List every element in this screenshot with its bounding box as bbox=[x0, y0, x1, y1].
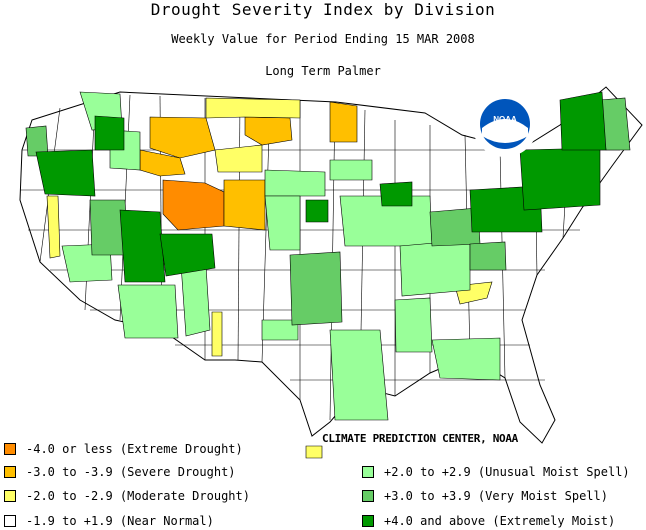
unusual-moist-divisions bbox=[61, 91, 501, 421]
map-subtitle: Weekly Value for Period Ending 15 MAR 20… bbox=[171, 32, 475, 46]
severe-drought-divisions bbox=[139, 101, 358, 231]
legend-label: -2.0 to -2.9 (Moderate Drought) bbox=[26, 489, 250, 503]
legend-label: +3.0 to +3.9 (Very Moist Spell) bbox=[384, 489, 608, 503]
legend-label: -1.9 to +1.9 (Near Normal) bbox=[26, 514, 214, 528]
extremely-moist-divisions bbox=[35, 91, 607, 283]
noaa-logo-text: NOAA bbox=[493, 115, 517, 124]
legend-label: +4.0 and above (Extremely Moist) bbox=[384, 514, 616, 528]
extreme-drought-divisions bbox=[162, 179, 225, 231]
legend-swatch bbox=[4, 466, 16, 478]
legend-label: +2.0 to +2.9 (Unusual Moist Spell) bbox=[384, 465, 630, 479]
legend-swatch bbox=[362, 515, 374, 527]
very-moist-divisions bbox=[25, 97, 631, 326]
legend-swatch bbox=[362, 466, 374, 478]
credit-text: CLIMATE PREDICTION CENTER, NOAA bbox=[322, 432, 518, 445]
legend-swatch bbox=[4, 443, 16, 455]
legend-swatch bbox=[4, 515, 16, 527]
legend-label: -3.0 to -3.9 (Severe Drought) bbox=[26, 465, 236, 479]
legend-label: -4.0 or less (Extreme Drought) bbox=[26, 442, 243, 456]
noaa-logo: NOAA bbox=[472, 91, 538, 157]
index-name: Long Term Palmer bbox=[265, 64, 381, 78]
map-title: Drought Severity Index by Division bbox=[150, 0, 496, 19]
legend-swatch bbox=[4, 490, 16, 502]
legend-swatch bbox=[362, 490, 374, 502]
drought-map: NOAA bbox=[19, 86, 643, 459]
